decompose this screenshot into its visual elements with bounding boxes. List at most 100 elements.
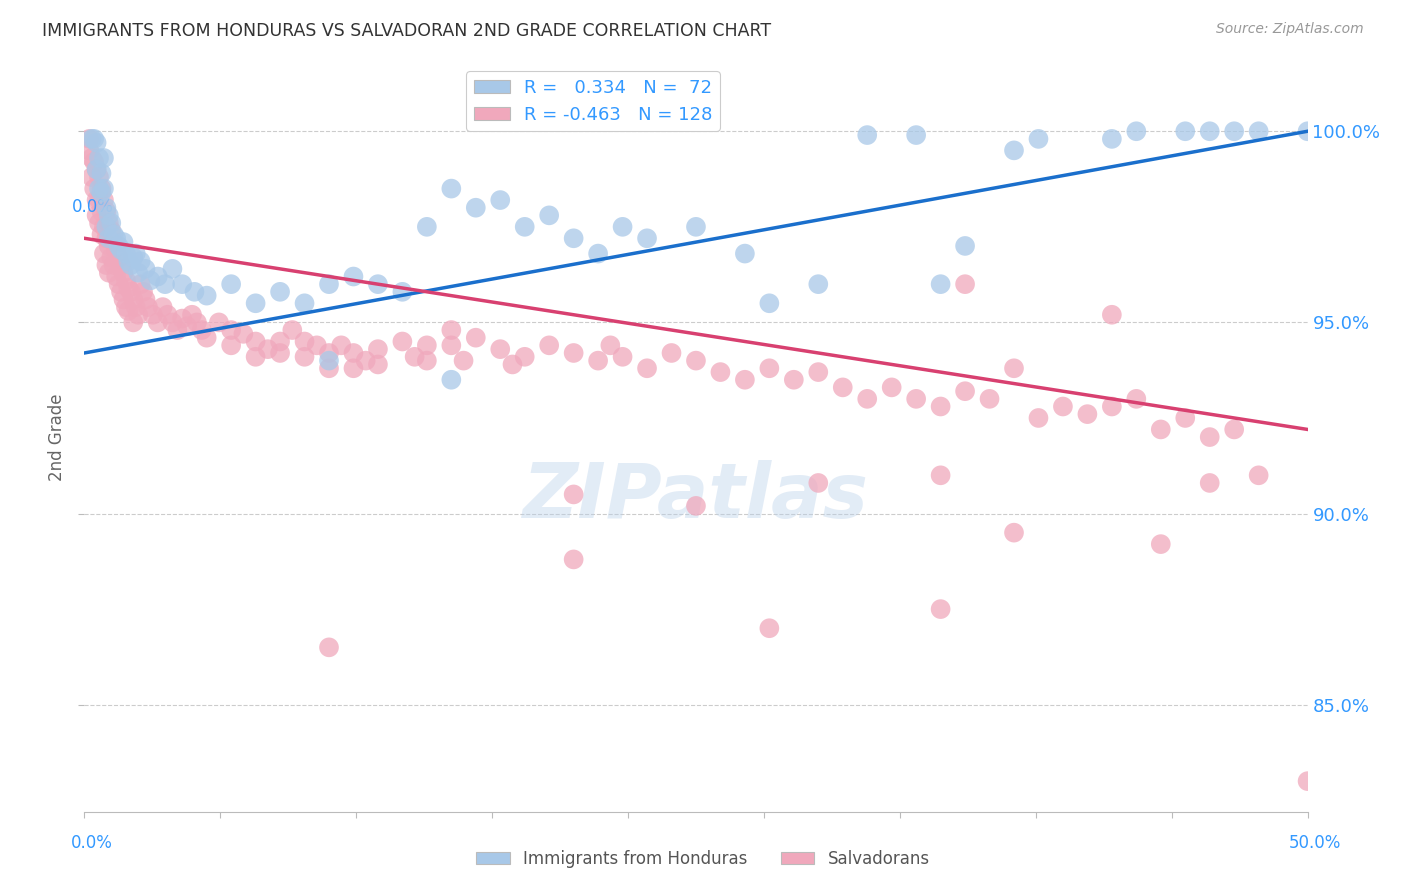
Point xyxy=(83,154,105,169)
Point xyxy=(112,266,135,280)
Point xyxy=(1002,525,1025,540)
Point xyxy=(538,338,561,352)
Point xyxy=(318,361,340,376)
Point xyxy=(1125,124,1147,138)
Point xyxy=(93,181,115,195)
Point xyxy=(83,132,105,146)
Point xyxy=(166,323,188,337)
Point xyxy=(440,373,463,387)
Point xyxy=(391,334,413,349)
Point xyxy=(103,235,125,249)
Point xyxy=(538,208,561,222)
Point xyxy=(100,224,122,238)
Point xyxy=(831,380,853,394)
Text: IMMIGRANTS FROM HONDURAS VS SALVADORAN 2ND GRADE CORRELATION CHART: IMMIGRANTS FROM HONDURAS VS SALVADORAN 2… xyxy=(42,22,772,40)
Point xyxy=(269,285,291,299)
Point xyxy=(562,231,585,245)
Point xyxy=(342,361,364,376)
Point xyxy=(807,277,830,292)
Point xyxy=(318,640,340,655)
Point xyxy=(181,308,204,322)
Point xyxy=(122,293,145,307)
Point xyxy=(112,293,135,307)
Point xyxy=(195,331,218,345)
Point xyxy=(1296,774,1319,789)
Point xyxy=(905,128,928,142)
Y-axis label: 2nd Grade: 2nd Grade xyxy=(48,393,66,481)
Point xyxy=(562,552,585,566)
Point xyxy=(905,392,928,406)
Point xyxy=(513,350,536,364)
Point xyxy=(86,162,108,177)
Point xyxy=(105,269,128,284)
Point xyxy=(1198,124,1220,138)
Point xyxy=(856,128,879,142)
Point xyxy=(146,269,169,284)
Point xyxy=(367,277,389,292)
Point xyxy=(1002,361,1025,376)
Point xyxy=(269,334,291,349)
Point xyxy=(107,251,129,265)
Point xyxy=(146,315,169,329)
Point xyxy=(612,219,634,234)
Point xyxy=(219,338,242,352)
Point xyxy=(929,602,952,616)
Point xyxy=(1052,400,1074,414)
Point xyxy=(1223,422,1246,436)
Point xyxy=(156,308,179,322)
Point xyxy=(440,181,463,195)
Point xyxy=(489,342,512,356)
Point xyxy=(93,219,115,234)
Point xyxy=(1101,400,1123,414)
Point xyxy=(127,266,149,280)
Point xyxy=(117,281,139,295)
Point xyxy=(77,144,100,158)
Point xyxy=(112,235,135,249)
Point xyxy=(330,338,353,352)
Point xyxy=(367,358,389,372)
Point xyxy=(453,353,475,368)
Point xyxy=(354,353,377,368)
Point xyxy=(562,346,585,360)
Point xyxy=(807,365,830,379)
Point xyxy=(1150,422,1173,436)
Point xyxy=(87,216,110,230)
Point xyxy=(685,499,707,513)
Point xyxy=(416,338,439,352)
Point xyxy=(90,227,112,242)
Text: Source: ZipAtlas.com: Source: ZipAtlas.com xyxy=(1216,22,1364,37)
Point xyxy=(1028,411,1050,425)
Point xyxy=(219,323,242,337)
Point xyxy=(599,338,621,352)
Point xyxy=(86,208,108,222)
Point xyxy=(93,151,115,165)
Point xyxy=(1150,537,1173,551)
Point xyxy=(87,151,110,165)
Point xyxy=(1174,411,1197,425)
Point xyxy=(125,300,148,314)
Point xyxy=(1101,132,1123,146)
Point xyxy=(153,277,176,292)
Point xyxy=(87,170,110,185)
Point xyxy=(294,350,316,364)
Point xyxy=(232,326,254,341)
Point xyxy=(97,216,120,230)
Point xyxy=(172,311,194,326)
Point xyxy=(953,239,976,253)
Point xyxy=(97,231,120,245)
Point xyxy=(281,323,304,337)
Point xyxy=(440,338,463,352)
Point xyxy=(176,319,198,334)
Point xyxy=(96,219,118,234)
Point xyxy=(758,621,780,635)
Point xyxy=(107,239,129,253)
Point xyxy=(1174,124,1197,138)
Point xyxy=(83,181,105,195)
Point xyxy=(90,181,112,195)
Point xyxy=(97,266,120,280)
Point xyxy=(734,246,756,260)
Point xyxy=(586,246,609,260)
Point xyxy=(1247,468,1270,483)
Point xyxy=(96,258,118,272)
Point xyxy=(612,350,634,364)
